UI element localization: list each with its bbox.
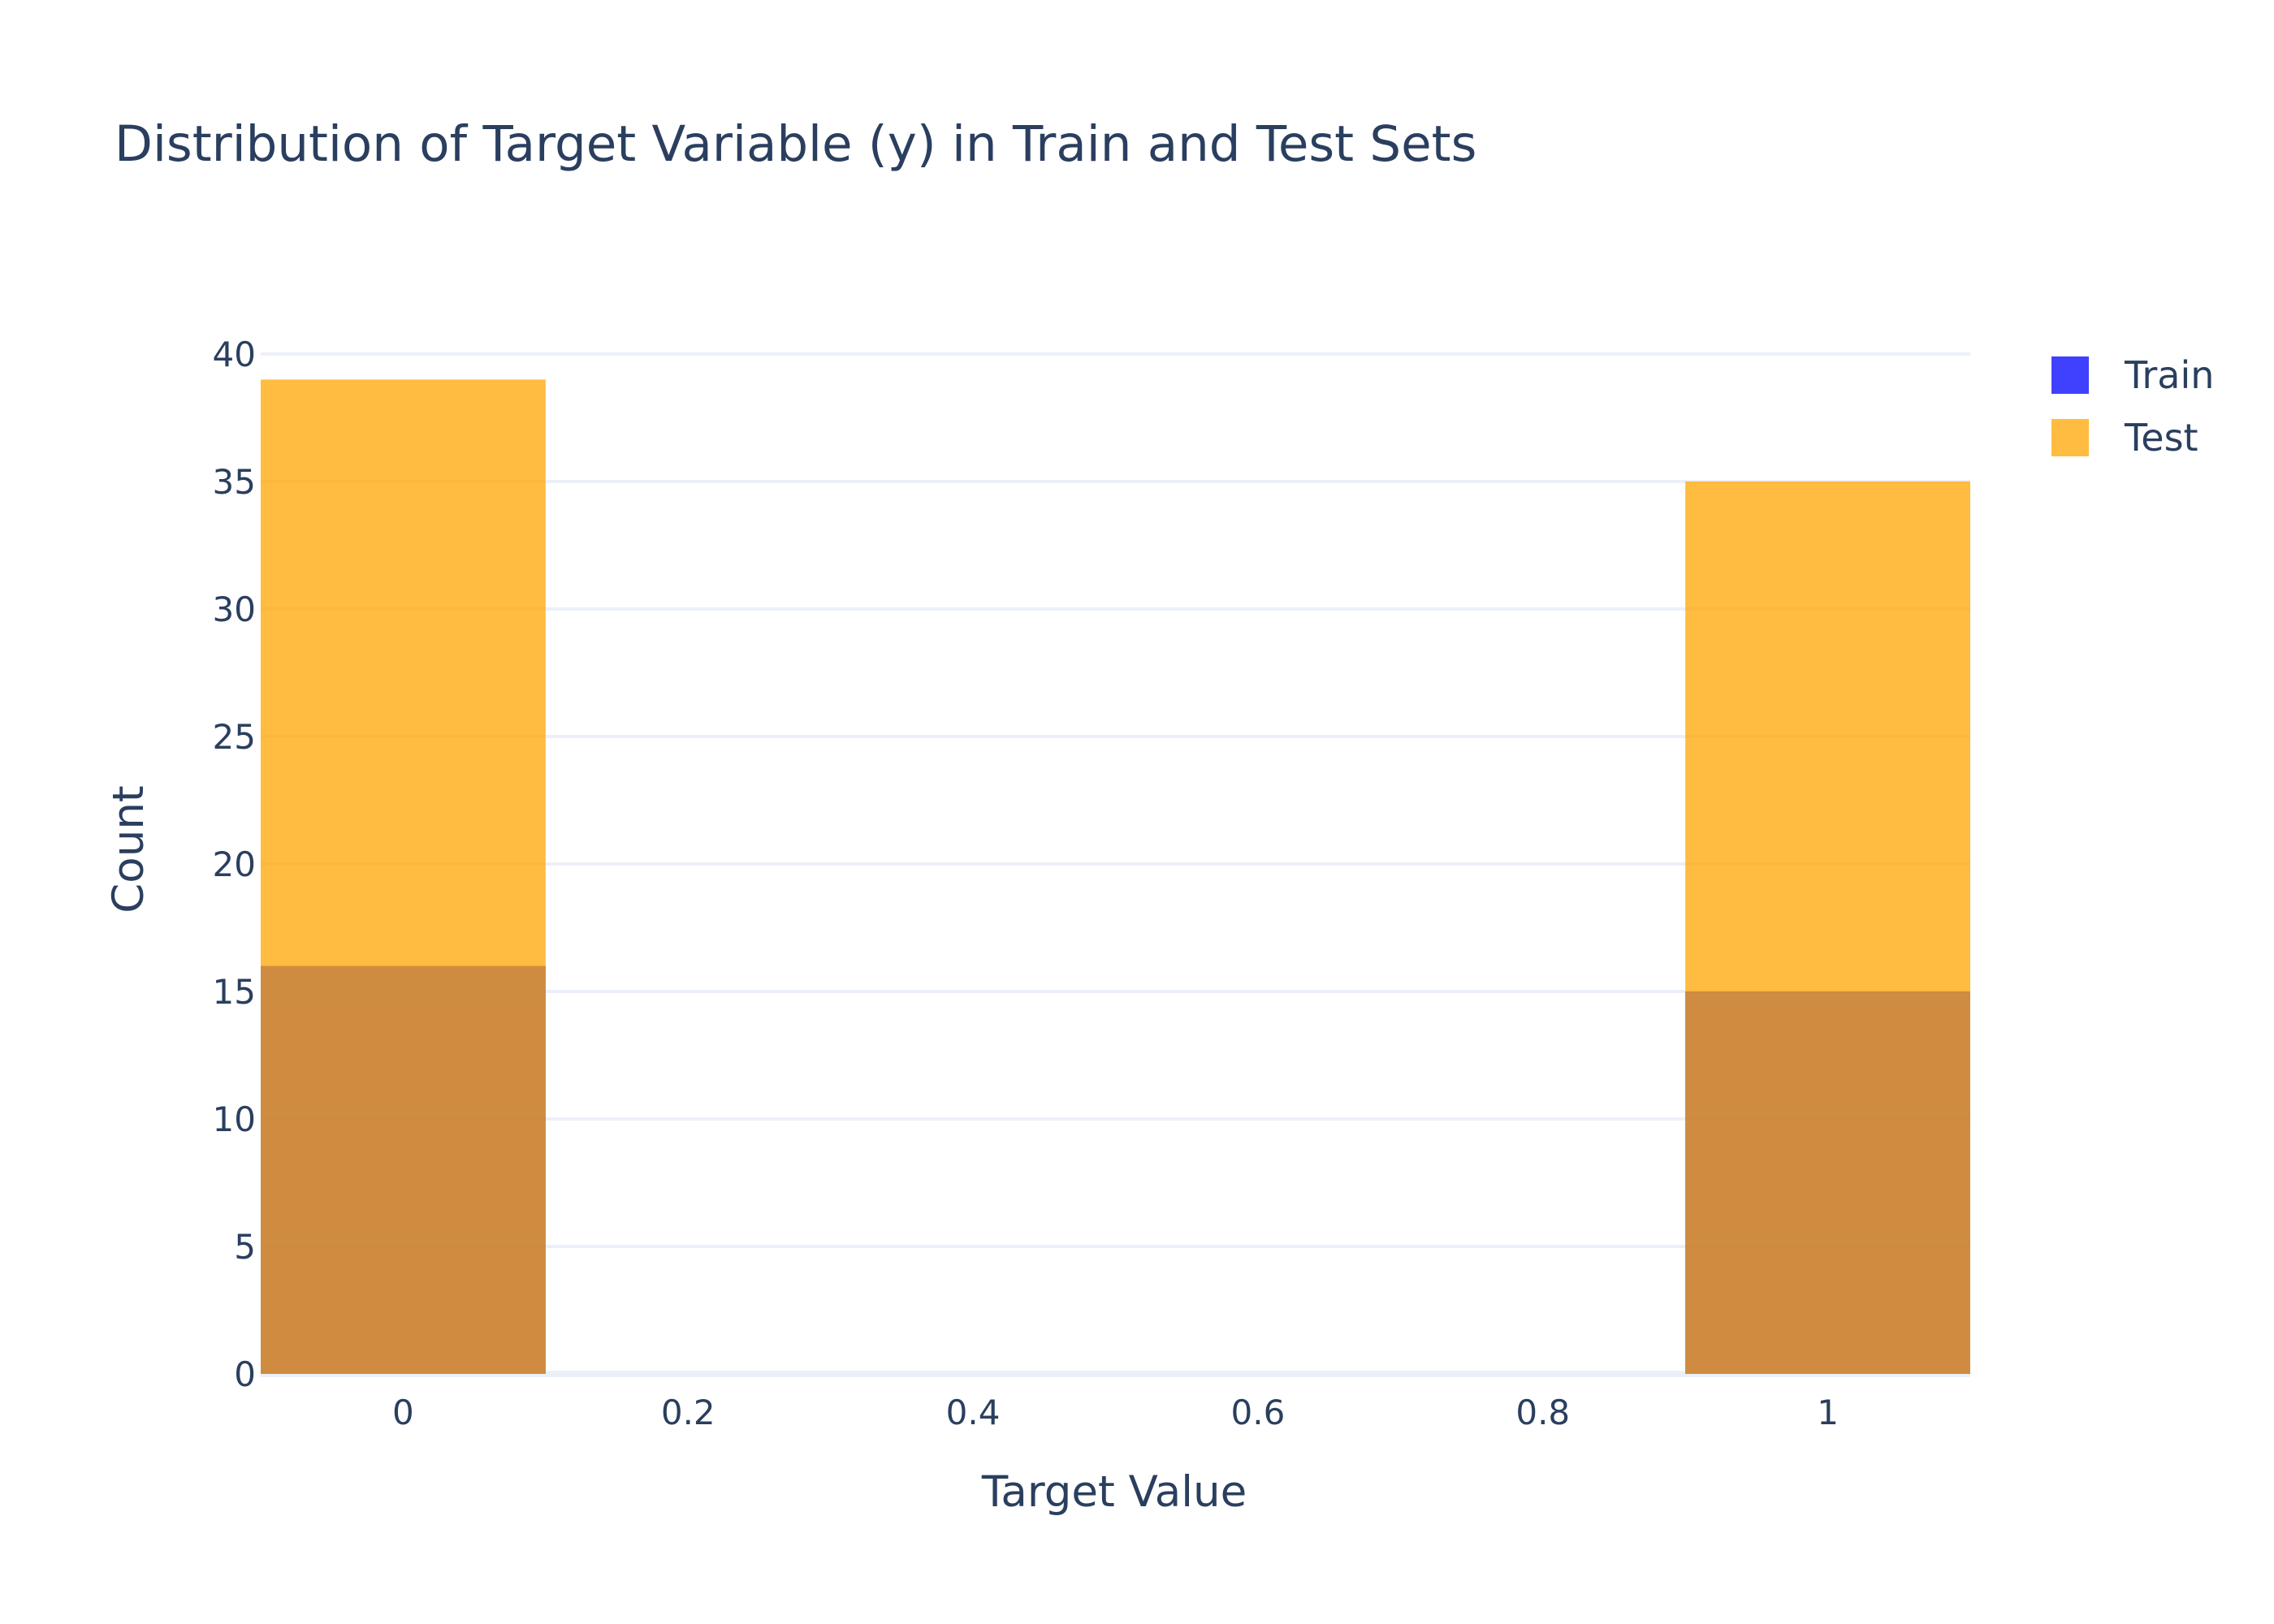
y-tick-label: 20 bbox=[213, 844, 256, 884]
y-tick-label: 15 bbox=[213, 972, 256, 1012]
legend-swatch-train bbox=[2051, 356, 2089, 394]
y-tick-label: 10 bbox=[213, 1099, 256, 1139]
legend-label-train: Train bbox=[2124, 353, 2214, 397]
y-tick-label: 30 bbox=[213, 590, 256, 629]
x-tick-label: 0.6 bbox=[1231, 1393, 1286, 1432]
legend-item-train[interactable]: Train bbox=[2051, 353, 2214, 397]
y-tick-label: 35 bbox=[213, 462, 256, 502]
legend-label-test: Test bbox=[2124, 416, 2198, 460]
y-tick-label: 0 bbox=[234, 1354, 256, 1394]
x-tick-label: 0.4 bbox=[946, 1393, 1001, 1432]
y-tick-label: 40 bbox=[213, 335, 256, 374]
legend-item-test[interactable]: Test bbox=[2051, 416, 2198, 460]
chart-title: Distribution of Target Variable (y) in T… bbox=[115, 115, 1476, 173]
x-tick-label: 0.2 bbox=[661, 1393, 715, 1432]
bar-test bbox=[1685, 482, 1970, 1374]
legend[interactable]: Train Test bbox=[2051, 353, 2214, 460]
y-tick-label: 5 bbox=[234, 1227, 256, 1267]
x-tick-label: 1 bbox=[1817, 1393, 1839, 1432]
y-tick-labels: 0 5 10 15 20 25 30 35 40 bbox=[213, 335, 256, 1394]
y-axis-title: Count bbox=[104, 785, 153, 913]
x-tick-label: 0 bbox=[392, 1393, 414, 1432]
bars bbox=[261, 379, 1970, 1374]
x-tick-label: 0.8 bbox=[1515, 1393, 1570, 1432]
x-axis-title: Target Value bbox=[981, 1467, 1247, 1517]
y-tick-label: 25 bbox=[213, 717, 256, 757]
legend-swatch-test bbox=[2051, 419, 2089, 456]
bar-test bbox=[261, 379, 546, 1374]
x-tick-labels: 0 0.2 0.4 0.6 0.8 1 bbox=[392, 1393, 1839, 1432]
